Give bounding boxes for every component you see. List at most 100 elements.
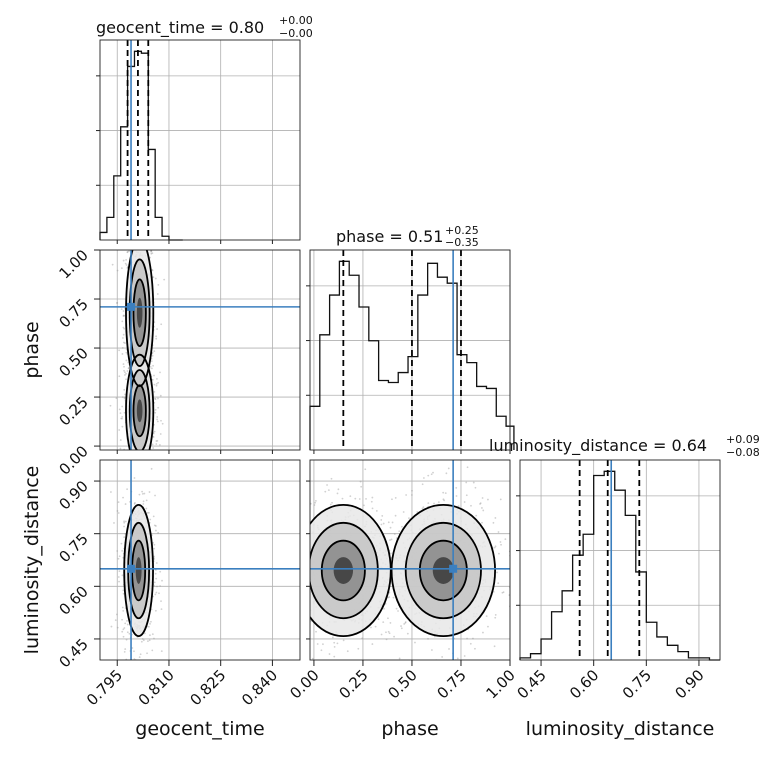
scatter-point [322, 643, 324, 646]
scatter-point [122, 341, 125, 344]
scatter-point [389, 552, 392, 555]
scatter-point [498, 552, 500, 555]
truth-marker [127, 564, 136, 573]
scatter-point [123, 411, 126, 414]
scatter-point [156, 439, 159, 442]
scatter-point [115, 613, 118, 616]
scatter-point [382, 522, 385, 525]
scatter-point [315, 630, 317, 633]
scatter-point [144, 456, 146, 458]
scatter-point [465, 481, 468, 484]
scatter-point [427, 502, 430, 504]
scatter-point [160, 323, 163, 326]
scatter-point [278, 549, 280, 551]
scatter-point [138, 218, 140, 220]
scatter-point [474, 647, 476, 650]
scatter-point [128, 632, 131, 635]
scatter-point [133, 238, 135, 240]
scatter-point [118, 408, 121, 411]
scatter-point [128, 470, 130, 472]
scatter-point [303, 518, 305, 520]
scatter-point [390, 538, 393, 541]
scatter-point [155, 440, 158, 442]
title-luminosity-distance-minus: −0.08 [726, 446, 760, 459]
scatter-point [292, 609, 294, 611]
scatter-point [530, 547, 532, 549]
scatter-point [328, 653, 331, 655]
scatter-point [364, 468, 367, 471]
scatter-point [124, 457, 126, 459]
scatter-point [380, 519, 383, 521]
contour-line-0 [125, 353, 155, 450]
scatter-point [158, 443, 161, 446]
scatter-point [437, 501, 440, 503]
scatter-point [116, 301, 119, 304]
scatter-point [304, 619, 306, 621]
scatter-point [123, 525, 125, 528]
scatter-point [306, 583, 308, 585]
scatter-point [349, 495, 352, 498]
scatter-point [143, 475, 145, 477]
scatter-point [135, 493, 137, 495]
scatter-point [138, 493, 141, 496]
scatter-point [151, 269, 154, 272]
scatter-point [144, 456, 146, 458]
title-geocent-time: geocent_time = 0.80 [96, 18, 264, 38]
x-tick-label-phase: 0.00 [286, 666, 322, 702]
scatter-point [494, 517, 497, 519]
scatter-point [132, 462, 134, 464]
scatter-point [125, 372, 127, 375]
scatter-point [123, 396, 126, 399]
scatter-point [481, 507, 483, 509]
scatter-point [430, 674, 432, 676]
scatter-point [143, 243, 145, 245]
scatter-point [118, 349, 121, 352]
scatter-point [463, 501, 466, 503]
scatter-point [430, 473, 433, 476]
scatter-point [145, 507, 148, 510]
scatter-point [295, 553, 297, 555]
scatter-point [288, 603, 290, 605]
scatter-point [118, 570, 121, 573]
scatter-point [382, 621, 385, 623]
scatter-point [444, 492, 447, 494]
scatter-point [149, 518, 152, 521]
scatter-point [302, 529, 304, 531]
scatter-point [291, 577, 293, 579]
scatter-point [136, 227, 138, 229]
scatter-point [126, 463, 128, 465]
scatter-point [132, 218, 134, 220]
scatter-point [455, 486, 458, 489]
scatter-point [150, 462, 152, 464]
scatter-point [499, 498, 502, 501]
scatter-point [132, 476, 134, 478]
scatter-point [154, 277, 157, 280]
scatter-point [122, 310, 125, 312]
scatter-point [303, 555, 305, 557]
scatter-point [154, 397, 156, 400]
scatter-point [395, 607, 398, 610]
scatter-point [152, 447, 155, 449]
scatter-point [293, 544, 295, 546]
scatter-point [157, 531, 160, 534]
density-level-3 [136, 399, 143, 423]
scatter-point [124, 648, 127, 650]
axes-frame [99, 249, 301, 451]
scatter-point [149, 365, 152, 368]
scatter-point [121, 417, 123, 420]
scatter-point [128, 456, 130, 458]
scatter-point [124, 262, 127, 265]
hist-panel-luminosity-distance [516, 459, 721, 661]
contour-line-2 [132, 384, 147, 438]
scatter-point [442, 498, 445, 501]
scatter-point [298, 566, 300, 568]
scatter-point [523, 598, 525, 600]
scatter-point [121, 574, 124, 577]
scatter-point [154, 593, 157, 596]
scatter-point [135, 223, 137, 225]
scatter-point [465, 494, 468, 497]
scatter-point [305, 630, 307, 632]
scatter-point [153, 581, 156, 584]
scatter-point [360, 485, 363, 488]
